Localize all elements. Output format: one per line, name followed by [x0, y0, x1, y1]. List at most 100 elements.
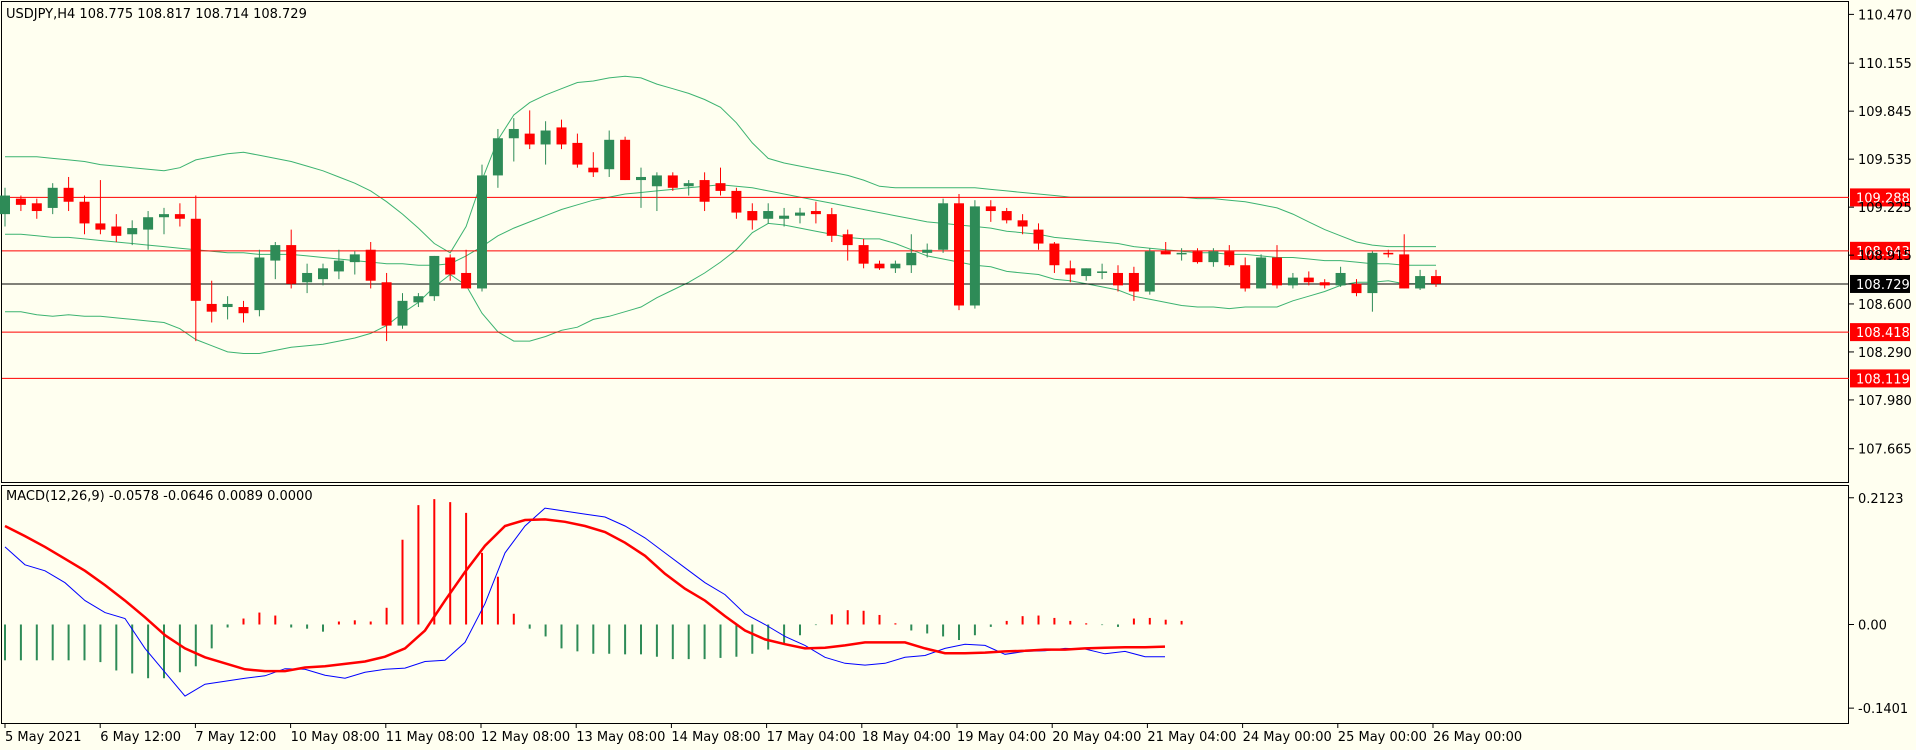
candle-body [1065, 268, 1076, 275]
y-tick-label: 108.290 [1858, 346, 1912, 361]
current-price-label-bg [1850, 274, 1910, 293]
candle-body [1049, 243, 1060, 266]
candle-body [1192, 251, 1203, 263]
candle-body [1383, 252, 1394, 255]
candle-body [683, 183, 694, 187]
macd-main-line [4, 507, 1165, 697]
x-tick-label: 14 May 08:00 [671, 730, 760, 745]
candle-body [795, 212, 805, 216]
candle-body [127, 228, 138, 235]
y-tick-label: 110.155 [1858, 57, 1912, 72]
candle-body [1351, 283, 1362, 294]
candle-body [477, 175, 487, 289]
candle-body [1017, 220, 1028, 227]
x-tick-label: 26 May 00:00 [1433, 730, 1522, 745]
candle-body [906, 252, 917, 266]
candle-body [874, 263, 885, 269]
candle-body [1113, 272, 1123, 286]
candle-body [79, 201, 90, 224]
x-tick-label: 25 May 00:00 [1338, 730, 1427, 745]
x-tick-label: 11 May 08:00 [386, 730, 475, 745]
y-tick-label: 109.225 [1858, 201, 1912, 216]
candle-body [985, 206, 996, 212]
candle-body [333, 260, 344, 272]
candle-body [95, 223, 106, 230]
macd-panel-frame [1, 485, 1849, 724]
x-tick-label: 10 May 08:00 [291, 730, 380, 745]
candle-body [556, 127, 567, 145]
candle-body [0, 195, 10, 215]
candle-body [1431, 276, 1441, 284]
candle-body [238, 307, 249, 314]
candle-body [15, 198, 26, 205]
macd-y-tick-label: 0.00 [1858, 618, 1887, 633]
candle-body [47, 187, 58, 208]
candle-body [1208, 251, 1219, 263]
x-tick-label: 18 May 04:00 [862, 730, 951, 745]
candle-body [302, 272, 313, 283]
candle-body [779, 215, 790, 219]
x-tick-label: 7 May 12:00 [195, 730, 276, 745]
candle-body [1335, 272, 1346, 286]
candle-body [636, 176, 646, 181]
level-label-bg [1850, 188, 1910, 207]
level-label-bg [1850, 369, 1910, 388]
candle-body [190, 218, 201, 301]
y-tick-label: 108.600 [1858, 298, 1912, 313]
candle-body [1081, 268, 1092, 277]
candle-body [1287, 277, 1298, 286]
level-label: 108.418 [1856, 326, 1910, 341]
candle-body [365, 249, 376, 281]
candle-body [731, 190, 742, 213]
candle-body [890, 263, 901, 269]
y-tick-label: 107.980 [1858, 394, 1912, 409]
candle-body [1128, 272, 1139, 292]
macd-indicator [4, 499, 1183, 697]
candle-body [1415, 276, 1426, 289]
level-label: 109.288 [1856, 191, 1910, 206]
x-tick-label: 6 May 12:00 [100, 730, 181, 745]
candle-body [858, 245, 869, 264]
candle-body [159, 214, 169, 218]
candle-body [524, 133, 535, 145]
y-tick-label: 108.915 [1858, 249, 1912, 264]
candle-body [1224, 251, 1235, 266]
macd-title: MACD(12,26,9) -0.0578 -0.0646 0.0089 0.0… [6, 489, 313, 504]
candle-body [31, 203, 42, 212]
band-upper [5, 75, 1436, 254]
candles [0, 110, 1441, 342]
level-label-bg [1850, 241, 1910, 260]
candle-body [397, 300, 408, 326]
candle-body [922, 249, 933, 253]
candle-body [1097, 271, 1108, 273]
candle-body [667, 175, 678, 188]
candle-body [492, 138, 503, 176]
candle-body [588, 167, 599, 173]
x-tick-label: 17 May 04:00 [767, 730, 856, 745]
candle-body [699, 180, 710, 202]
candle-body [954, 203, 964, 306]
x-axis-ticks: 5 May 2021 6 May 12:00 7 May 12:00 10 May 0… [4, 723, 1522, 745]
candle-body [715, 183, 726, 191]
candle-body [413, 296, 424, 303]
candle-body [1160, 251, 1171, 255]
macd-y-tick-label: 0.2123 [1858, 492, 1904, 507]
macd-y-tick-label: -0.1401 [1858, 702, 1908, 717]
candle-body [604, 139, 615, 170]
candle-body [938, 203, 949, 250]
x-tick-label: 5 May 2021 [5, 730, 82, 745]
level-label: 108.119 [1856, 372, 1910, 387]
candle-body [174, 214, 185, 219]
candle-body [286, 245, 297, 284]
candle-body [461, 272, 472, 289]
candle-body [1399, 254, 1410, 289]
candle-body [969, 206, 980, 306]
candle-body [1001, 211, 1012, 221]
candle-body [540, 130, 551, 145]
band-lower [5, 222, 1436, 354]
candle-body [1176, 252, 1187, 255]
y-tick-label: 109.535 [1858, 153, 1912, 168]
candle-body [1033, 229, 1044, 244]
